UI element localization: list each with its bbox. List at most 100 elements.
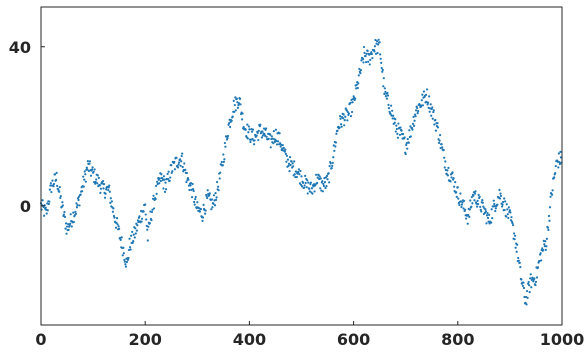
data-point xyxy=(155,184,158,188)
data-point xyxy=(523,295,526,299)
data-point xyxy=(492,199,495,202)
data-point xyxy=(351,101,354,104)
data-point xyxy=(300,185,304,188)
data-point xyxy=(184,168,187,171)
data-point xyxy=(214,191,217,195)
data-point xyxy=(526,296,529,299)
data-point xyxy=(74,212,78,215)
data-point xyxy=(164,181,167,184)
data-point xyxy=(103,196,107,199)
data-point xyxy=(44,206,47,209)
data-point xyxy=(511,223,515,227)
data-point xyxy=(46,209,49,212)
data-point xyxy=(444,160,447,163)
data-point xyxy=(371,56,374,60)
data-point xyxy=(217,189,220,192)
data-point xyxy=(297,168,300,171)
data-point xyxy=(248,128,251,131)
data-point xyxy=(345,109,348,112)
data-point xyxy=(514,234,517,237)
data-point xyxy=(293,173,296,176)
data-point xyxy=(331,161,334,164)
data-point xyxy=(383,92,386,95)
data-point xyxy=(406,147,409,150)
data-point xyxy=(499,194,503,198)
data-point xyxy=(484,210,488,213)
data-point xyxy=(53,173,57,176)
data-point xyxy=(446,169,449,172)
data-point xyxy=(247,131,250,134)
data-point xyxy=(180,160,183,163)
data-point xyxy=(125,260,129,264)
data-point xyxy=(332,156,335,159)
data-point xyxy=(279,142,282,145)
data-point xyxy=(378,41,381,44)
data-point xyxy=(290,160,293,163)
data-point xyxy=(287,164,290,167)
data-point xyxy=(325,185,328,188)
data-point xyxy=(269,133,272,136)
data-point xyxy=(131,230,134,233)
data-point xyxy=(443,166,446,169)
data-point xyxy=(291,162,294,165)
data-point xyxy=(359,71,362,75)
x-tick-label: 1000 xyxy=(540,330,585,349)
data-point xyxy=(441,146,444,149)
data-point xyxy=(339,117,342,120)
data-point xyxy=(424,93,428,97)
data-point xyxy=(298,173,301,176)
data-point xyxy=(124,265,128,268)
data-point xyxy=(156,180,159,183)
data-point xyxy=(391,109,394,112)
data-point xyxy=(461,201,464,204)
data-point xyxy=(253,139,256,142)
data-point xyxy=(486,216,490,220)
data-point xyxy=(467,213,470,217)
data-point xyxy=(226,134,230,138)
data-point xyxy=(501,203,504,206)
data-point xyxy=(362,45,366,49)
data-point xyxy=(85,166,88,169)
data-point xyxy=(474,190,477,193)
data-point xyxy=(392,114,395,117)
data-point xyxy=(380,66,383,70)
data-point xyxy=(557,152,560,155)
data-point xyxy=(212,202,215,205)
data-point xyxy=(89,174,93,177)
data-point xyxy=(119,238,122,241)
data-point xyxy=(481,198,484,202)
data-point xyxy=(460,203,464,206)
data-point xyxy=(285,154,289,157)
data-point xyxy=(460,205,463,209)
data-point xyxy=(356,86,359,90)
data-point xyxy=(534,280,538,284)
data-point xyxy=(269,146,272,149)
data-point xyxy=(343,124,346,127)
data-point xyxy=(61,204,64,207)
data-point xyxy=(236,106,240,109)
data-point xyxy=(260,136,263,139)
data-point xyxy=(306,179,309,182)
data-point xyxy=(121,254,124,257)
data-point xyxy=(545,237,548,240)
data-point xyxy=(468,208,471,211)
data-point xyxy=(334,141,337,144)
data-point xyxy=(520,278,523,281)
data-point xyxy=(559,150,562,153)
data-point xyxy=(416,112,419,115)
data-point xyxy=(457,197,460,200)
data-point xyxy=(283,150,286,153)
data-point xyxy=(394,130,397,133)
data-point xyxy=(211,206,214,209)
data-point xyxy=(179,164,182,167)
data-point xyxy=(237,102,241,105)
data-point xyxy=(270,135,273,138)
data-point xyxy=(282,146,285,149)
data-point xyxy=(515,250,518,253)
data-point xyxy=(542,249,545,252)
data-point xyxy=(376,51,379,55)
data-point xyxy=(287,162,291,165)
data-point xyxy=(77,195,81,198)
data-point xyxy=(272,130,275,133)
